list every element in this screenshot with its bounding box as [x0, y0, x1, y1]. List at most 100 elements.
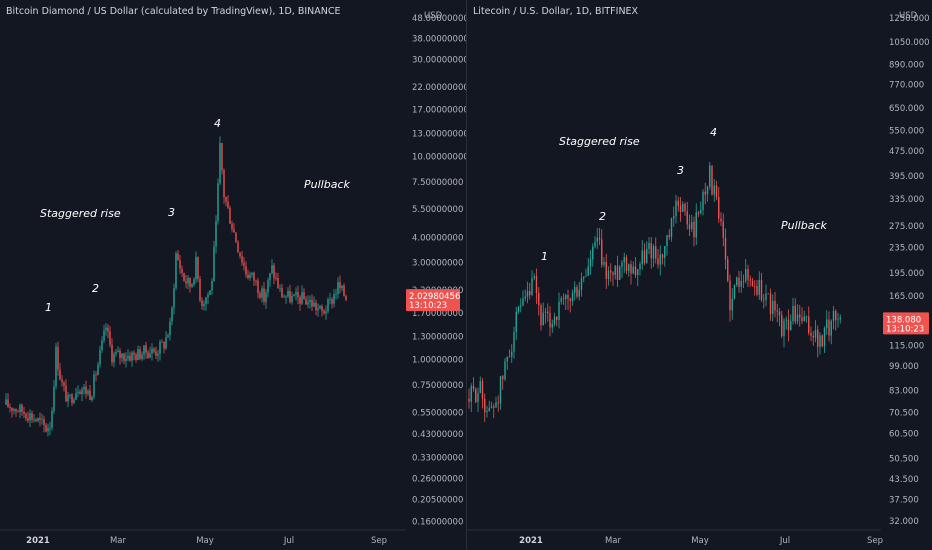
candle-body [513, 331, 515, 352]
y-tick-label: 275.000 [889, 222, 924, 232]
candle-body [497, 402, 499, 404]
y-tick-label: 1250.000 [889, 14, 930, 24]
chart-annotation: 1 [45, 301, 52, 314]
x-tick-label: Jul [779, 536, 790, 546]
candle-body [583, 276, 585, 279]
last-price-label: 138.080 [886, 315, 921, 325]
candle-body [839, 317, 841, 320]
candle-body [650, 242, 652, 259]
candle-body [87, 390, 89, 394]
candle-body [814, 329, 817, 338]
candle-body [325, 311, 327, 314]
x-tick-label: Sep [371, 536, 387, 546]
candle-body [812, 335, 814, 338]
candle-body [163, 341, 165, 349]
candle-body [119, 350, 121, 358]
left-chart-panel[interactable]: Bitcoin Diamond / US Dollar (calculated … [0, 0, 466, 550]
chart-title: Bitcoin Diamond / US Dollar (calculated … [6, 6, 341, 17]
candle-body [227, 201, 229, 208]
candle-body [495, 402, 497, 408]
candle-body [29, 413, 31, 421]
candle-body [799, 314, 801, 318]
candle-body [339, 282, 341, 289]
candle-body [207, 294, 209, 298]
candle-body [821, 335, 823, 347]
candle-body [556, 316, 558, 321]
candle-body [13, 409, 15, 411]
candle-body [107, 327, 109, 332]
candle-body [774, 300, 776, 311]
candle-body [630, 264, 632, 274]
y-tick-label: 0.20500000 [412, 495, 463, 505]
candle-body [171, 307, 173, 322]
candle-body [343, 285, 345, 296]
candle-body [185, 281, 187, 284]
candle-body [309, 299, 311, 302]
currency-label: USD [424, 11, 443, 21]
candle-body [191, 284, 193, 287]
candle-body [828, 319, 830, 336]
candle-body [229, 207, 231, 224]
candle-body [664, 246, 666, 258]
y-tick-label: 650.000 [889, 104, 924, 114]
last-price-badge [883, 312, 929, 335]
candle-body [243, 262, 245, 267]
right-chart-panel[interactable]: Litecoin / U.S. Dollar, 1D, BITFINEX USD… [466, 0, 932, 550]
candle-body [691, 221, 693, 230]
candle-body [711, 165, 713, 195]
candle-body [321, 306, 323, 312]
y-tick-label: 30.00000000 [412, 55, 466, 65]
candle-body [67, 395, 69, 402]
candle-body [323, 311, 325, 314]
candle-body [481, 381, 484, 399]
candle-body [607, 270, 610, 279]
candle-body [745, 269, 747, 282]
candle-body [53, 386, 55, 412]
y-tick-label: 475.000 [889, 147, 924, 157]
candle-body [249, 274, 251, 278]
candle-body [21, 404, 23, 412]
candle-body [149, 353, 151, 358]
candle-body [639, 263, 641, 270]
candle-body [659, 254, 661, 265]
candle-body [307, 301, 309, 305]
candle-body [794, 305, 796, 322]
candle-body [526, 290, 529, 297]
candle-body [109, 331, 111, 345]
last-price-label: 2.02980456 [409, 292, 460, 302]
candle-body [776, 310, 778, 312]
left-chart-canvas[interactable]: 48.00000000 38.00000000 30.00000000 22.0000… [0, 0, 466, 550]
candle-body [704, 191, 706, 195]
candle-body [261, 288, 263, 298]
right-chart-canvas[interactable]: 1250.000 1050.000 890.000 770.000 650.000 550… [467, 0, 932, 550]
x-tick-label: Mar [605, 536, 622, 546]
y-tick-label: 0.55000000 [412, 408, 463, 418]
candle-body [722, 221, 724, 238]
y-tick-label: 22.00000000 [412, 83, 466, 93]
candle-body [623, 257, 625, 263]
candle-body [517, 306, 520, 312]
x-tick-label: 2021 [26, 536, 50, 546]
candle-body [808, 316, 810, 333]
candle-body [475, 388, 477, 402]
candle-body [553, 316, 556, 324]
candle-body [19, 404, 21, 413]
candle-body [65, 385, 67, 402]
candle-body [319, 306, 321, 309]
chart-annotation: Pullback [304, 178, 350, 191]
candle-body [197, 256, 199, 279]
y-tick-label: 70.500 [889, 409, 919, 419]
candle-body [83, 386, 85, 390]
candle-body [787, 319, 790, 331]
candle-body [17, 411, 19, 413]
candle-body [259, 293, 261, 298]
y-tick-label: 3.00000000 [412, 259, 463, 269]
candle-body [209, 290, 211, 295]
y-tick-label: 0.43000000 [412, 430, 463, 440]
candle-body [675, 200, 677, 217]
candle-body [502, 376, 504, 380]
y-tick-label: 43.500 [889, 475, 919, 485]
candle-body [621, 262, 623, 267]
candle-body [729, 280, 731, 311]
candle-body [531, 278, 533, 295]
